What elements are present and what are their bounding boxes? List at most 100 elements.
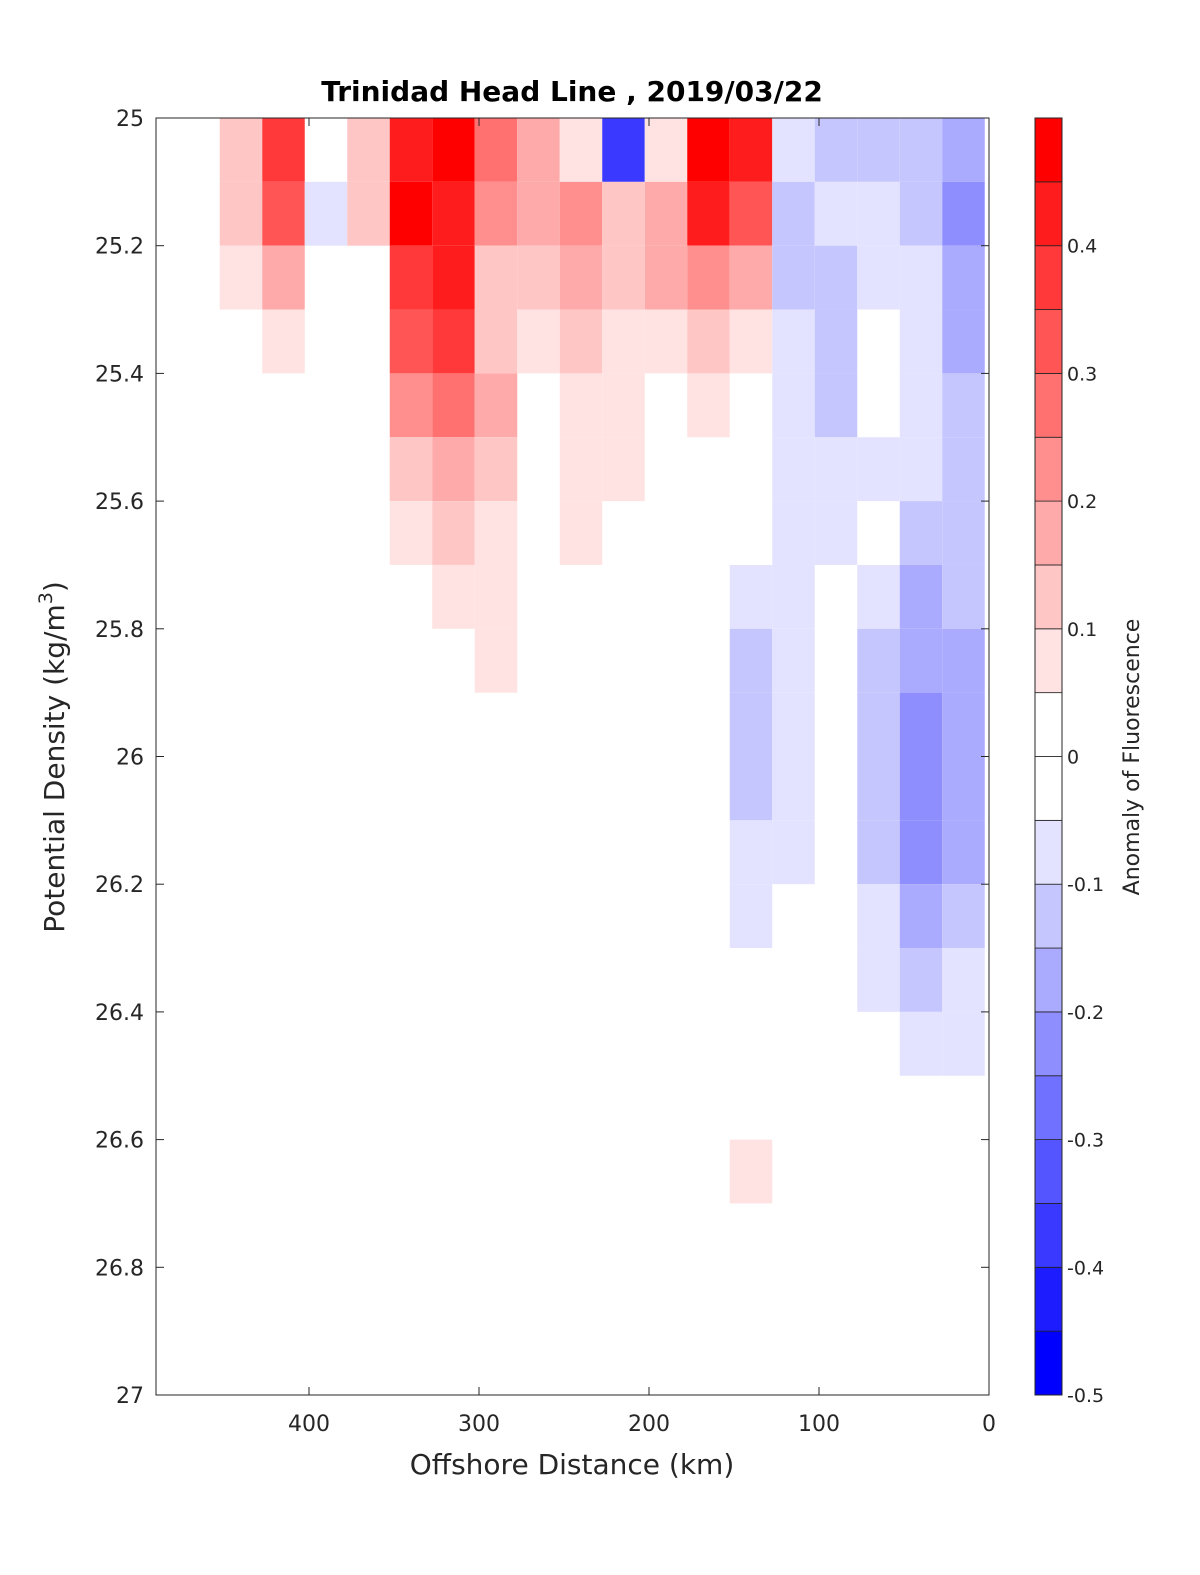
contour-cell [347,118,390,182]
contour-cell [432,245,475,310]
contour-cell [814,309,858,374]
contour-cell [687,373,730,438]
colorbar-tick-label: -0.4 [1067,1257,1104,1279]
contour-cell [857,628,900,693]
contour-cell [899,564,943,629]
contour-cell [644,118,688,182]
contour-cell [899,118,943,182]
contour-cell [857,118,900,182]
y-tick-label: 25.8 [95,618,144,643]
contour-cell [857,820,900,885]
contour-cell [602,245,645,310]
colorbar-level [1034,883,1063,949]
contour-cell [474,309,518,374]
contour-cell [772,628,815,693]
contour-cell [857,245,900,310]
contour-cell [644,181,688,246]
colorbar-level [1034,692,1063,757]
contour-cell [729,181,773,246]
contour-cell [687,181,730,246]
contour-cell [729,628,773,693]
contour-cell [389,501,433,565]
y-axis-label-close: ) [38,581,71,592]
colorbar-tick-label: 0 [1067,747,1079,769]
contour-cell [219,181,263,246]
contour-fill [219,118,985,1204]
colorbar-level [1034,819,1063,885]
contour-cell [389,309,433,374]
contour-cell [899,628,943,693]
contour-cell [559,501,603,565]
x-tick-label: 200 [628,1412,670,1437]
contour-cell [942,373,985,438]
contour-cell [517,309,560,374]
contour-cell [729,245,773,310]
contour-cell [942,245,985,310]
contour-cell [474,118,518,182]
y-tick-label: 26 [116,746,144,771]
contour-cell [899,820,943,885]
colorbar-tick-label: 0.1 [1067,619,1097,641]
contour-cell [899,1011,943,1076]
colorbar-tick-label: -0.2 [1067,1002,1104,1024]
contour-cell [942,1011,985,1076]
contour-cell [942,756,985,821]
contour-cell [559,309,603,374]
colorbar-level [1034,756,1063,821]
colorbar-level [1034,1011,1063,1077]
contour-cell [814,118,858,182]
y-tick-label: 27 [116,1384,144,1409]
y-tick-label: 26.6 [95,1129,144,1154]
contour-cell [942,628,985,693]
x-tick-label: 0 [982,1412,996,1437]
contour-cell [559,118,603,182]
contour-cell [389,245,433,310]
y-tick-label: 25.6 [95,490,144,515]
colorbar-tick-label: -0.1 [1067,874,1104,896]
contour-cell [432,437,475,502]
contour-cell [262,309,305,374]
contour-cell [857,884,900,949]
contour-cell [219,118,263,182]
colorbar-level [1034,500,1063,566]
colorbar-level [1034,1330,1063,1396]
contour-cell [899,181,943,246]
contour-cell [857,564,900,629]
contour-cell [942,884,985,949]
contour-cell [432,501,475,565]
contour-cell [942,118,985,182]
contour-cell [262,181,305,246]
contour-cell [899,692,943,757]
y-tick-label: 25.4 [95,362,144,387]
contour-cell [899,309,943,374]
contour-cell [559,373,603,438]
contour-cell [602,118,645,182]
x-axis-label: Offshore Distance (km) [410,1448,735,1481]
colorbar-level [1034,1203,1063,1268]
y-axis-label-main: Potential Density (kg/m [38,604,71,933]
contour-cell [262,118,305,182]
contour-cell [814,373,858,438]
contour-cell [432,373,475,438]
contour-cell [474,501,518,565]
colorbar-level [1034,309,1063,374]
colorbar-tick-label: -0.5 [1067,1385,1104,1407]
contour-cell [942,437,985,502]
colorbar-level [1034,372,1063,438]
contour-cell [814,181,858,246]
contour-cell [729,118,773,182]
colorbar-level [1034,436,1063,502]
y-tick-label: 25 [116,107,144,132]
contour-cell [219,245,263,310]
x-tick-label: 100 [798,1412,840,1437]
colorbar-level [1034,1266,1063,1332]
y-tick-label: 26.2 [95,873,144,898]
y-axis-label-superscript: 3 [35,592,57,604]
x-axis: 400 300 200 100 0 [288,118,996,1437]
contour-cell [687,118,730,182]
colorbar-label: Anomaly of Fluorescence [1120,619,1145,896]
contour-cell [942,948,985,1012]
contour-cell [729,564,773,629]
contour-cell [389,437,433,502]
contour-cell [814,245,858,310]
